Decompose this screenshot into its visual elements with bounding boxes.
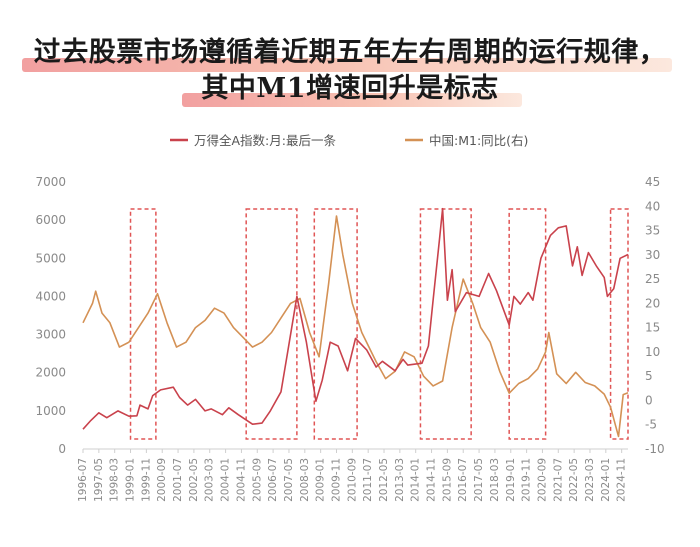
legend: 万得全A指数:月:最后一条 中国:M1:同比(右)	[170, 133, 528, 148]
y-left-tick-label: 1000	[35, 404, 66, 418]
x-tick-label: 2004-01	[220, 458, 232, 502]
x-tick-label: 2021-07	[552, 458, 564, 502]
x-tick-label: 2022-05	[568, 458, 580, 502]
y-left-tick-label: 6000	[35, 213, 66, 227]
title-line-1: 过去股票市场遵循着近期五年左右周期的运行规律，	[33, 37, 667, 68]
y-left-tick-label: 3000	[35, 328, 66, 342]
series-line-m1	[82, 215, 629, 438]
title-line-2: 其中M1增速回升是标志	[201, 73, 499, 104]
y-right-tick-label: 30	[645, 248, 660, 262]
x-tick-label: 2018-03	[489, 458, 501, 502]
axes: 0 1000 2000 3000 4000 5000 6000 7000 -10 -5 0 5 10 15…	[35, 175, 664, 502]
series-line-wind-a	[82, 207, 629, 430]
x-tick-label: 2006-07	[267, 458, 279, 502]
title-highlight-1	[22, 58, 672, 72]
highlight-period-box	[129, 208, 157, 440]
x-tick-label: 2002-05	[188, 458, 200, 502]
y-right-tick-label: 5	[645, 369, 653, 383]
x-tick-label: 2015-09	[441, 458, 453, 502]
highlight-period-box	[245, 208, 298, 440]
y-right-tick-label: 15	[645, 321, 660, 335]
legend-label: 万得全A指数:月:最后一条	[194, 133, 336, 148]
x-tick-label: 1996-07	[77, 458, 89, 502]
y-left-tick-label: 7000	[35, 175, 66, 189]
x-tick-label: 2007-05	[283, 458, 295, 502]
y-left-tick-label: 2000	[35, 366, 66, 380]
x-tick-label: 2001-07	[172, 458, 184, 502]
x-tick-label: 2019-01	[505, 458, 517, 502]
x-tick-label: 2024-11	[616, 458, 628, 502]
y-right-tick-label: 35	[645, 224, 660, 238]
x-tick-label: 2010-09	[346, 458, 358, 502]
x-tick-label: 2011-07	[362, 458, 374, 502]
x-tick-label: 2003-03	[204, 458, 216, 502]
highlight-period-box	[419, 208, 472, 440]
highlight-period-box	[313, 208, 358, 440]
x-tick-label: 2009-01	[315, 458, 327, 502]
x-tick-label: 1999-11	[140, 458, 152, 502]
y-right-tick-label: 20	[645, 296, 660, 310]
highlight-period-box	[609, 208, 629, 440]
x-tick-label: 2020-09	[536, 458, 548, 502]
y-right-tick-label: 10	[645, 345, 660, 359]
x-tick-label: 1997-05	[93, 458, 105, 502]
x-tick-label: 2016-07	[457, 458, 469, 502]
y-left-tick-label: 4000	[35, 289, 66, 303]
y-right-tick-label: 25	[645, 272, 660, 286]
highlight-boxes	[129, 208, 629, 440]
x-tick-label: 2024-01	[600, 458, 612, 502]
y-left-tick-label: 5000	[35, 251, 66, 265]
x-tick-label: 2019-11	[521, 458, 533, 502]
y-right-tick-label: 45	[645, 175, 660, 189]
legend-label: 中国:M1:同比(右)	[429, 133, 528, 148]
x-tick-label: 2004-11	[235, 458, 247, 502]
x-tick-label: 2012-05	[378, 458, 390, 502]
x-tick-label: 2000-09	[156, 458, 168, 502]
y-right-tick-label: 40	[645, 199, 660, 213]
x-tick-label: 2009-11	[330, 458, 342, 502]
y-right-tick-label: -10	[645, 442, 665, 456]
series-lines	[82, 207, 629, 438]
title-highlight-2	[182, 93, 522, 107]
x-tick-label: 2008-03	[299, 458, 311, 502]
x-tick-label: 2023-03	[584, 458, 596, 502]
x-tick-label: 2014-01	[410, 458, 422, 502]
y-right-tick-label: 0	[645, 393, 653, 407]
x-tick-label: 2005-09	[251, 458, 263, 502]
y-right-tick-label: -5	[645, 418, 657, 432]
title-area: 过去股票市场遵循着近期五年左右周期的运行规律， 其中M1增速回升是标志	[0, 0, 700, 112]
x-tick-label: 2014-11	[426, 458, 438, 502]
highlight-period-box	[508, 208, 547, 440]
x-tick-label: 2013-03	[394, 458, 406, 502]
x-tick-label: 2017-05	[473, 458, 485, 502]
x-tick-label: 1999-01	[125, 458, 137, 502]
y-left-tick-label: 0	[58, 442, 66, 456]
x-tick-label: 1998-03	[109, 458, 121, 502]
